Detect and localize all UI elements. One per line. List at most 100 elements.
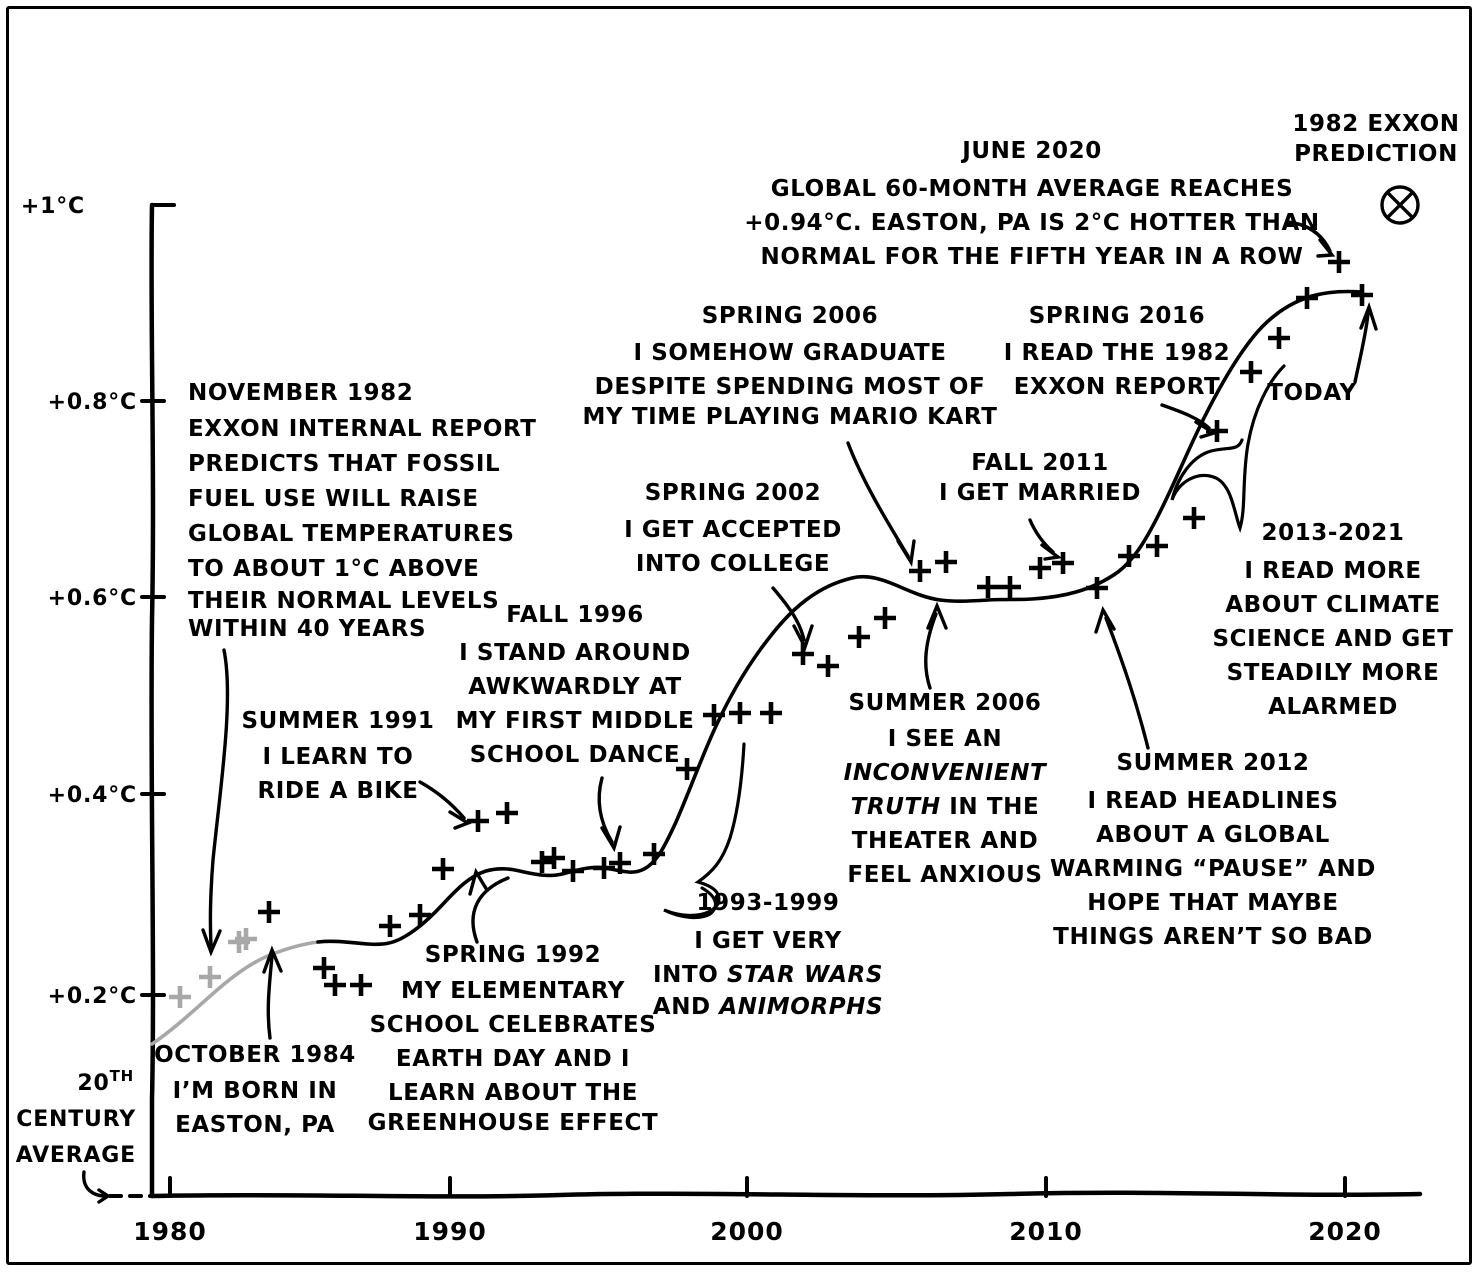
annotation-fall1996-line5: SCHOOL DANCE xyxy=(470,742,680,768)
x-tick-label-1980: 1980 xyxy=(133,1217,207,1246)
annotation-spring2006-line1: SPRING 2006 xyxy=(702,303,878,329)
annotation-june2020-arrowhead xyxy=(1316,238,1336,258)
annotation-spring2016-arrowhead xyxy=(1194,420,1219,439)
annotation-nov1982-line8: WITHIN 40 YEARS xyxy=(188,616,426,642)
annotation-spring2006-arrowhead xyxy=(896,539,916,567)
annotation-spring1992-line6: GREENHOUSE EFFECT xyxy=(368,1110,659,1136)
annotation-nov1982-arrowhead xyxy=(201,928,222,957)
annotation-summer2006-arrow xyxy=(924,612,938,690)
annotation-spring1992-line4: EARTH DAY AND I xyxy=(396,1046,630,1072)
annotation-fall1996-line4: MY FIRST MIDDLE xyxy=(456,708,695,734)
annotation-2013-2021-line2: I READ MORE xyxy=(1244,558,1421,584)
annotation-nov1982-arrow xyxy=(208,648,230,947)
y-tick-label-02: +0.2°C xyxy=(48,984,137,1009)
annotation-nov1982-line2: EXXON INTERNAL REPORT xyxy=(188,416,537,442)
annotation-spring2002-line3: INTO COLLEGE xyxy=(636,551,830,577)
annotation-oct1984-arrowhead xyxy=(262,945,283,974)
annotation-today-arrowhead xyxy=(1359,301,1378,331)
annotation-oct1984-line2: I’M BORN IN xyxy=(173,1078,338,1104)
annotation-summer1991-line2: I LEARN TO xyxy=(263,744,414,770)
annotation-spring1992-arrow xyxy=(471,876,510,944)
data-markers-lifetime xyxy=(258,251,1373,996)
annotation-spring2006-arrow xyxy=(846,441,910,558)
annotation-fall2011-line2: I GET MARRIED xyxy=(939,480,1141,506)
y-tick-label-04: +0.4°C xyxy=(48,783,137,808)
annotation-summer2006-line1: SUMMER 2006 xyxy=(848,690,1041,716)
annotation-2013-2021-line3: ABOUT CLIMATE xyxy=(1225,592,1440,618)
annotation-spring2002-line1: SPRING 2002 xyxy=(645,480,821,506)
annotation-spring2016-line1: SPRING 2016 xyxy=(1029,303,1205,329)
annotation-summer2012-line2: I READ HEADLINES xyxy=(1087,788,1338,814)
baseline-arrow xyxy=(82,1170,108,1198)
annotation-summer1991-line3: RIDE A BIKE xyxy=(257,778,418,804)
annotation-spring1992-line3: SCHOOL CELEBRATES xyxy=(370,1012,657,1038)
annotation-nov1982-line4: FUEL USE WILL RAISE xyxy=(188,486,479,512)
annotation-1993-1999-line3: INTO STAR WARS xyxy=(653,962,883,988)
annotation-summer2012-arrowhead xyxy=(1094,605,1116,634)
x-tick-label-2020: 2020 xyxy=(1308,1217,1382,1246)
annotation-oct1984-line1: OCTOBER 1984 xyxy=(154,1042,356,1068)
annotation-summer1991-arrow xyxy=(418,780,466,820)
annotation-spring1992-arrowhead xyxy=(468,867,489,896)
annotation-summer2012-line5: HOPE THAT MAYBE xyxy=(1087,890,1338,916)
annotation-fall1996-line2: I STAND AROUND xyxy=(459,640,691,666)
annotation-fall1996-line3: AWKWARDLY AT xyxy=(468,674,682,700)
annotation-summer2012-line3: ABOUT A GLOBAL xyxy=(1096,822,1330,848)
baseline-label-line1: 20TH xyxy=(77,1067,134,1096)
annotation-2013-2021-line6: ALARMED xyxy=(1268,694,1398,720)
exxon-prediction-label-2: PREDICTION xyxy=(1294,141,1458,167)
annotation-fall2011-line1: FALL 2011 xyxy=(971,450,1109,476)
annotation-nov1982-line7: THEIR NORMAL LEVELS xyxy=(188,588,499,614)
panel-border xyxy=(6,6,1472,1265)
annotation-fall1996-arrowhead xyxy=(600,825,622,853)
annotation-spring2002-arrow xyxy=(771,586,806,642)
annotation-summer2006-arrowhead xyxy=(926,601,948,630)
y-axis xyxy=(149,202,156,1199)
x-tick-label-1990: 1990 xyxy=(413,1217,487,1246)
y-tick-label-1: +1°C xyxy=(21,194,85,219)
annotation-summer2006-line4: TRUTH IN THE xyxy=(851,794,1040,820)
annotation-summer2012-arrow xyxy=(1104,616,1150,750)
annotation-fall2011-arrowhead xyxy=(1040,543,1063,561)
annotation-1993-1999-brace xyxy=(663,742,746,920)
annotation-oct1984-arrow xyxy=(266,954,274,1040)
annotation-today-label: TODAY xyxy=(1267,380,1357,406)
annotation-2013-2021-brace xyxy=(1170,364,1286,534)
series-pre-birth-line xyxy=(150,940,320,1046)
annotation-spring2006-line4: MY TIME PLAYING MARIO KART xyxy=(583,404,998,430)
annotation-2013-2021-line1: 2013-2021 xyxy=(1262,520,1405,546)
annotation-oct1984-line3: EASTON, PA xyxy=(175,1112,335,1138)
annotation-june2020-line3: +0.94°C. EASTON, PA IS 2°C HOTTER THAN xyxy=(744,210,1319,236)
annotation-summer2012-line6: THINGS AREN’T SO BAD xyxy=(1053,924,1373,950)
annotation-nov1982-line3: PREDICTS THAT FOSSIL xyxy=(188,451,500,477)
annotation-spring2016-arrow xyxy=(1160,403,1211,430)
annotation-june2020-line1: JUNE 2020 xyxy=(960,138,1102,164)
annotation-spring2006-line3: DESPITE SPENDING MOST OF xyxy=(595,374,986,400)
annotation-june2020-line4: NORMAL FOR THE FIFTH YEAR IN A ROW xyxy=(761,244,1304,270)
annotation-spring1992-line2: MY ELEMENTARY xyxy=(401,978,625,1004)
annotation-spring2016-line3: EXXON REPORT xyxy=(1014,374,1221,400)
annotation-nov1982-line1: NOVEMBER 1982 xyxy=(188,380,413,406)
annotation-today-arrow xyxy=(1353,312,1370,384)
annotation-summer2012-line4: WARMING “PAUSE” AND xyxy=(1050,856,1376,882)
y-tick-label-08: +0.8°C xyxy=(48,390,137,415)
annotation-fall2011-arrow xyxy=(1028,518,1055,554)
annotation-nov1982-line5: GLOBAL TEMPERATURES xyxy=(188,521,515,547)
annotation-1993-1999-line1: 1993-1999 xyxy=(697,890,840,916)
x-tick-label-2010: 2010 xyxy=(1009,1217,1083,1246)
annotation-june2020-line2: GLOBAL 60-MONTH AVERAGE REACHES xyxy=(771,176,1294,202)
annotation-summer1991-line1: SUMMER 1991 xyxy=(241,708,434,734)
annotation-summer2006-line2: I SEE AN xyxy=(888,726,1002,752)
exxon-prediction-label-1: 1982 EXXON xyxy=(1292,111,1459,137)
baseline-label-line3: AVERAGE xyxy=(16,1143,136,1168)
annotation-summer2012-line1: SUMMER 2012 xyxy=(1116,750,1309,776)
annotation-summer2006-line5: THEATER AND xyxy=(852,828,1039,854)
annotation-fall1996-line1: FALL 1996 xyxy=(506,602,644,628)
annotation-spring1992-line5: LEARN ABOUT THE xyxy=(388,1080,638,1106)
annotation-spring1992-line1: SPRING 1992 xyxy=(425,942,601,968)
annotation-june2020-arrow xyxy=(1285,220,1332,253)
series-lifetime-line xyxy=(316,289,1364,947)
annotation-1993-1999-line4: AND ANIMORPHS xyxy=(653,994,883,1020)
